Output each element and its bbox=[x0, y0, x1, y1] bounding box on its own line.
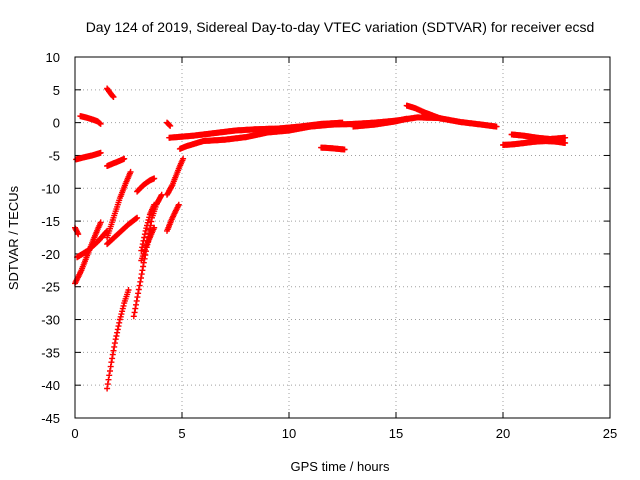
axis-ticks bbox=[74, 56, 611, 419]
data-point bbox=[493, 123, 500, 130]
data-point bbox=[106, 372, 113, 379]
x-tick-label: 15 bbox=[389, 426, 403, 441]
data-point bbox=[111, 343, 118, 350]
x-tick-labels: 0 5 10 15 20 25 bbox=[71, 426, 617, 441]
data-point bbox=[144, 222, 150, 229]
x-axis-label: GPS time / hours bbox=[291, 459, 390, 474]
data-point bbox=[141, 231, 148, 238]
series-arc-22 bbox=[403, 102, 444, 122]
x-tick-label: 20 bbox=[496, 426, 510, 441]
data-point bbox=[130, 313, 137, 320]
data-point bbox=[151, 224, 158, 231]
y-tick-label: -25 bbox=[41, 280, 60, 295]
data-point bbox=[127, 168, 134, 175]
data-point bbox=[175, 201, 182, 208]
data-point bbox=[134, 294, 141, 301]
y-axis-label: SDTVAR / TECUs bbox=[6, 185, 21, 290]
x-tick-label: 10 bbox=[282, 426, 296, 441]
data-point bbox=[75, 231, 82, 238]
data-point bbox=[158, 191, 165, 198]
data-point bbox=[180, 155, 187, 162]
y-tick-label: 5 bbox=[53, 83, 60, 98]
y-tick-label: -20 bbox=[41, 247, 60, 262]
data-point bbox=[403, 115, 410, 122]
y-tick-label: -35 bbox=[41, 345, 60, 360]
data-point bbox=[110, 94, 117, 100]
x-tick-label: 0 bbox=[71, 426, 78, 441]
data-point bbox=[562, 140, 569, 146]
data-point bbox=[104, 385, 111, 392]
y-tick-label: 0 bbox=[53, 116, 60, 131]
data-point bbox=[97, 120, 104, 127]
x-tick-label: 5 bbox=[178, 426, 185, 441]
plot-frame bbox=[74, 56, 611, 419]
series-arc-17 bbox=[164, 155, 187, 198]
data-point bbox=[112, 336, 119, 343]
data-point bbox=[107, 363, 114, 370]
y-tick-label: -5 bbox=[48, 148, 60, 163]
grid bbox=[75, 57, 610, 418]
y-tick-label: -40 bbox=[41, 378, 60, 393]
series-arc-8 bbox=[104, 168, 134, 241]
data-point bbox=[121, 155, 128, 162]
series-arc-2 bbox=[104, 85, 117, 100]
data-point bbox=[135, 286, 142, 293]
series-arc-15 bbox=[134, 175, 158, 195]
x-tick-label: 25 bbox=[603, 426, 617, 441]
series-arc-9 bbox=[104, 214, 141, 248]
series-arc-14 bbox=[138, 201, 158, 254]
series-arc-1 bbox=[77, 113, 104, 127]
data-point bbox=[97, 149, 104, 156]
series-arc-3 bbox=[73, 149, 104, 163]
series-arc-4 bbox=[104, 155, 128, 169]
data-point bbox=[437, 115, 444, 122]
series-arc-16 bbox=[164, 201, 182, 234]
series-arc-21 bbox=[350, 115, 410, 130]
y-tick-label: 10 bbox=[46, 50, 60, 65]
y-tick-label: -30 bbox=[41, 313, 60, 328]
data-point bbox=[134, 214, 141, 221]
data-point bbox=[109, 355, 116, 362]
series-arc-25 bbox=[508, 131, 569, 142]
y-tick-labels: 10 5 0 -5 -10 -15 -20 -25 -30 -35 -40 -45 bbox=[41, 50, 60, 426]
data-point bbox=[167, 122, 174, 129]
data-point bbox=[146, 226, 153, 233]
y-tick-label: -15 bbox=[41, 214, 60, 229]
data-point bbox=[97, 219, 104, 226]
data-point bbox=[114, 329, 121, 336]
data-points bbox=[72, 85, 569, 392]
data-point bbox=[116, 319, 123, 326]
series-arc-23 bbox=[318, 144, 348, 153]
series-arc-10 bbox=[104, 287, 132, 392]
data-point bbox=[125, 287, 132, 293]
data-point bbox=[151, 201, 158, 208]
data-point bbox=[111, 340, 118, 347]
series-arc-5 bbox=[72, 224, 82, 238]
chart-title: Day 124 of 2019, Sidereal Day-to-day VTE… bbox=[86, 19, 595, 35]
data-point bbox=[562, 134, 569, 141]
data-point bbox=[138, 247, 145, 254]
series-arc-18 bbox=[164, 119, 174, 129]
data-point bbox=[341, 146, 348, 153]
y-tick-label: -45 bbox=[41, 411, 60, 426]
data-point bbox=[151, 175, 158, 182]
y-tick-label: -10 bbox=[41, 181, 60, 196]
data-point bbox=[139, 267, 146, 274]
